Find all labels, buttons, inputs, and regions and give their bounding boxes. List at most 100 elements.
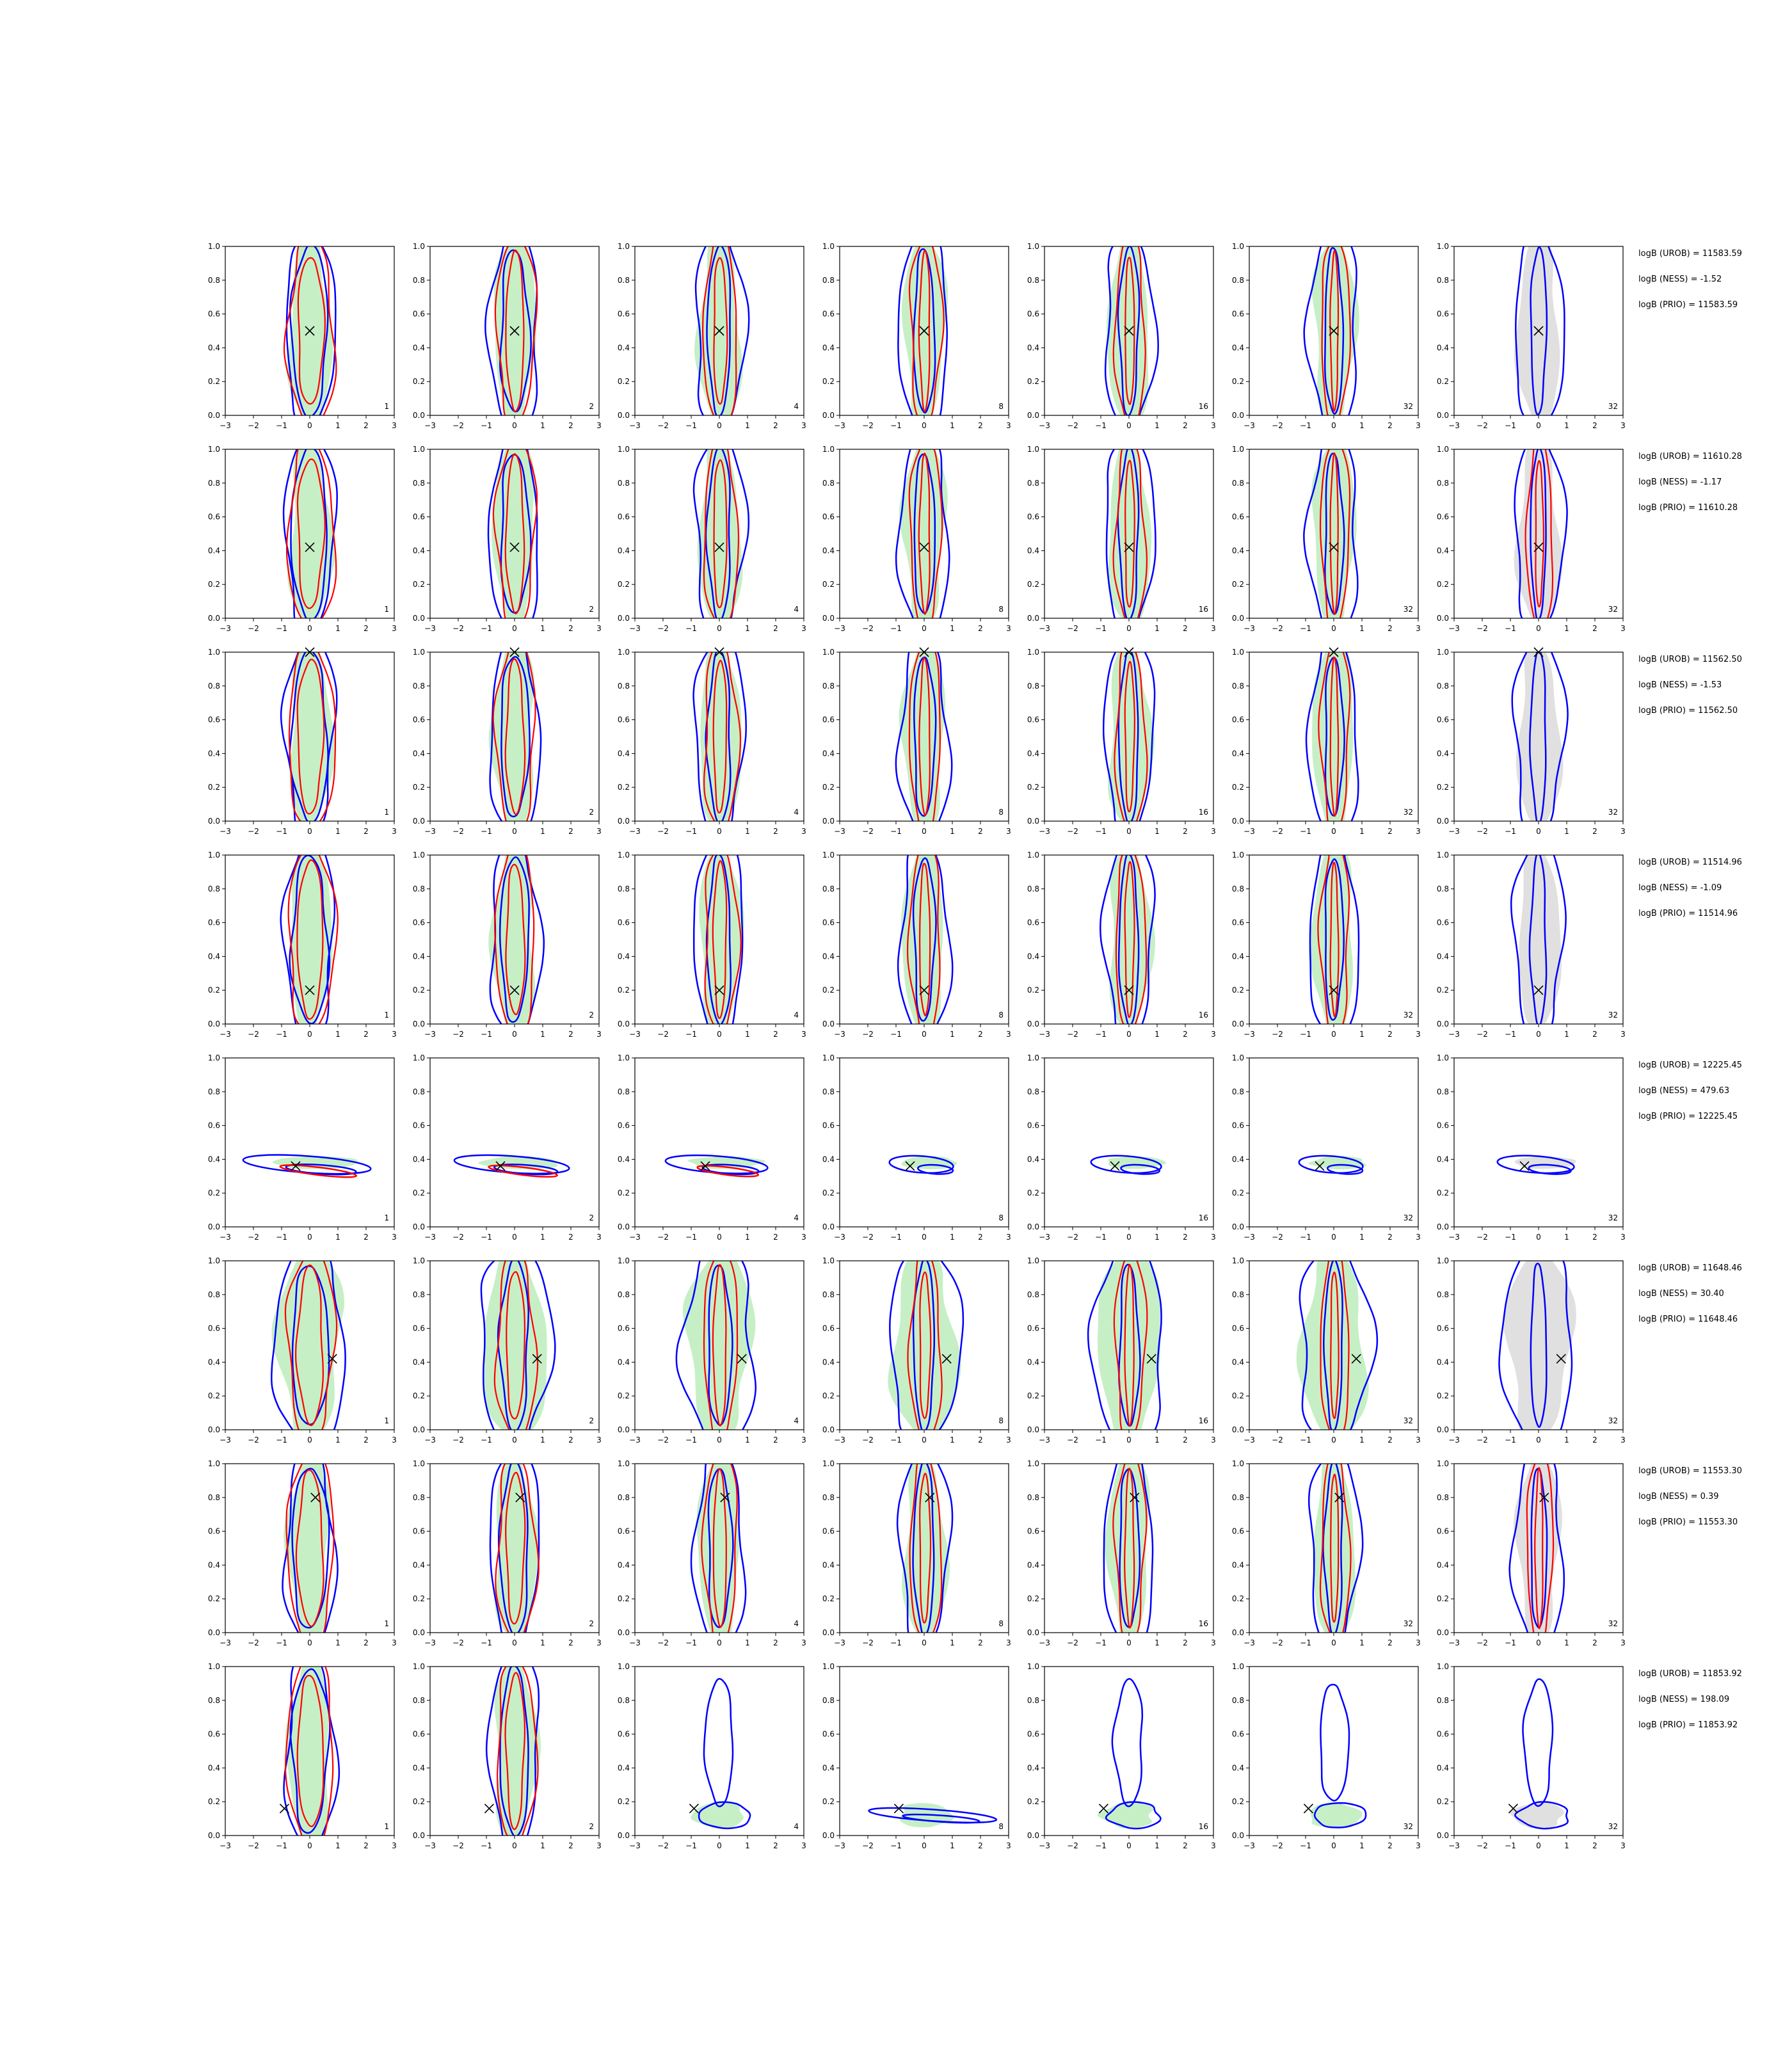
x-tick-label: 2	[364, 1233, 369, 1242]
prior-density	[1296, 1261, 1369, 1430]
rejection-contour-inner	[919, 1473, 932, 1624]
x-tick-label: 0	[922, 1841, 927, 1850]
x-tick-label: 0	[307, 421, 312, 430]
nested-contour-inner	[705, 652, 732, 821]
x-tick-label: −3	[424, 827, 436, 836]
x-tick-label: 2	[1388, 1638, 1393, 1647]
contours	[1102, 652, 1156, 821]
subplot-r5-c3: −3 −2 −1 0 1 2 3 0.0 0.2 0.4 0.6 0.8 1.0 4	[618, 1053, 806, 1242]
x-tick-label: 0	[307, 1638, 312, 1647]
x-tick-label: 2	[364, 624, 369, 633]
y-tick-label: 0.2	[618, 580, 630, 589]
x-tick-label: −2	[1476, 1638, 1488, 1647]
panel-label: 2	[589, 1213, 594, 1222]
x-tick-label: 1	[1155, 827, 1160, 836]
x-tick-label: 3	[596, 1030, 602, 1039]
y-tick-label: 0.8	[208, 884, 220, 893]
y-tick-label: 0.0	[1027, 411, 1039, 420]
x-tick-label: 2	[364, 827, 369, 836]
y-tick-label: 0.2	[1437, 1797, 1449, 1806]
x-tick-label: 1	[335, 1841, 340, 1850]
y-tick-label: 0.8	[618, 1087, 630, 1096]
rejection-contour-outer	[908, 246, 945, 415]
x-tick-label: 2	[773, 1436, 778, 1444]
y-tick-label: 0.4	[618, 1560, 630, 1569]
x-tick-label: 1	[745, 421, 750, 430]
y-tick-label: 0.2	[413, 1797, 425, 1806]
nested-contour-outer	[1087, 1261, 1162, 1430]
rejection-contour	[696, 1165, 760, 1178]
contours	[1511, 652, 1569, 821]
x-tick-label: −3	[1448, 1841, 1460, 1850]
nested-contour-inner	[1326, 1164, 1364, 1175]
contours	[1103, 1464, 1154, 1633]
y-tick-label: 0.4	[1437, 343, 1449, 352]
panel-label: 32	[1404, 605, 1413, 614]
nested-contour-outer	[895, 652, 953, 821]
x-tick-label: 1	[1359, 1233, 1364, 1242]
x-tick-label: −3	[1448, 624, 1460, 633]
x-tick-label: −3	[834, 1638, 845, 1647]
y-tick-label: 0.4	[413, 1763, 425, 1772]
true-value-marker	[509, 326, 520, 336]
y-tick-label: 0.0	[1437, 1222, 1449, 1231]
rejection-contour-inner	[1124, 660, 1136, 813]
rejection-contour-inner	[505, 249, 525, 413]
contours	[1308, 1464, 1364, 1633]
y-tick-label: 0.0	[208, 1222, 220, 1231]
logb-annotation: logB (UROB) = 11514.96	[1638, 858, 1742, 867]
x-tick-label: 2	[568, 1638, 573, 1647]
y-tick-label: 0.6	[208, 716, 220, 724]
x-tick-label: 2	[773, 1233, 778, 1242]
x-tick-label: 1	[745, 1233, 750, 1242]
nested-contour-outer	[896, 1464, 954, 1633]
x-tick-label: 3	[1006, 1233, 1011, 1242]
x-tick-label: 3	[1006, 1436, 1011, 1444]
x-tick-label: −1	[481, 1436, 492, 1444]
rejection-contour-outer	[1112, 1464, 1148, 1633]
y-tick-label: 0.8	[1437, 1696, 1449, 1705]
y-tick-label: 1.0	[208, 1662, 220, 1671]
x-tick-label: −1	[276, 1233, 287, 1242]
nested-contour-outer	[1522, 1678, 1554, 1807]
panel-label: 4	[794, 1416, 799, 1425]
x-tick-label: 2	[364, 421, 369, 430]
contours	[489, 1464, 540, 1633]
rejection-contour-outer	[1319, 1464, 1352, 1633]
y-tick-label: 0.6	[618, 310, 630, 319]
x-tick-label: −1	[1095, 1841, 1107, 1850]
panel-label: 2	[589, 1822, 594, 1831]
y-tick-label: 0.4	[1437, 749, 1449, 758]
y-tick-label: 1.0	[413, 1459, 425, 1468]
logb-annotation: logB (UROB) = 11553.30	[1638, 1466, 1742, 1476]
x-tick-label: 2	[1388, 421, 1393, 430]
nested-contour-outer	[895, 449, 950, 618]
x-tick-label: −1	[276, 421, 287, 430]
x-tick-label: −1	[276, 1030, 287, 1039]
contours	[1514, 246, 1565, 415]
x-tick-label: 1	[335, 1436, 340, 1444]
nested-contour-inner	[1117, 246, 1140, 415]
x-tick-label: 2	[1183, 1233, 1188, 1242]
x-tick-label: 0	[1126, 1638, 1132, 1647]
x-tick-label: −2	[657, 1030, 669, 1039]
x-tick-label: 1	[1359, 1638, 1364, 1647]
x-tick-label: 3	[801, 624, 806, 633]
nested-contour-inner	[1324, 657, 1345, 817]
y-tick-label: 0.8	[1027, 1696, 1039, 1705]
y-tick-label: 1.0	[1027, 445, 1039, 454]
x-tick-label: −2	[1067, 1841, 1078, 1850]
y-tick-label: 0.0	[1437, 1831, 1449, 1840]
panel-label: 32	[1404, 1011, 1413, 1020]
x-tick-label: −1	[890, 1030, 902, 1039]
nested-contour-outer	[1514, 449, 1568, 618]
nested-contour-outer	[1102, 652, 1156, 821]
x-tick-label: −2	[657, 1436, 669, 1444]
y-tick-label: 0.6	[208, 310, 220, 319]
x-tick-label: −2	[657, 1841, 669, 1850]
x-tick-label: −1	[276, 1436, 287, 1444]
x-tick-label: −1	[481, 1841, 492, 1850]
y-tick-label: 0.4	[1437, 952, 1449, 961]
nested-contour-outer	[1303, 246, 1357, 415]
subplot-r3-c2: −3 −2 −1 0 1 2 3 0.0 0.2 0.4 0.6 0.8 1.0 2	[413, 647, 602, 836]
